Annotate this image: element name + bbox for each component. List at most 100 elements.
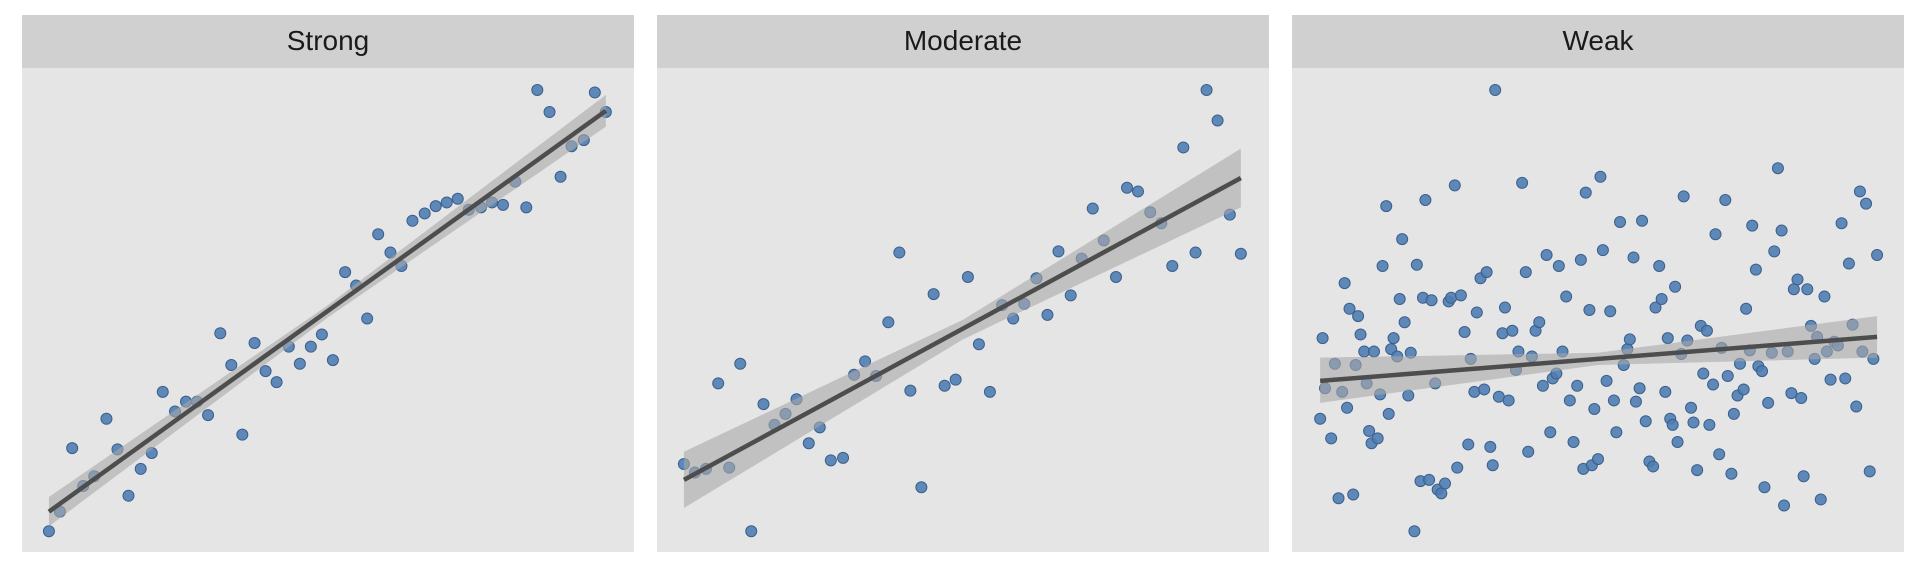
point [1647,460,1660,473]
panel-title: Weak [1562,25,1634,56]
point [1086,202,1099,215]
point [1121,181,1134,194]
point [1484,440,1497,453]
point [156,385,169,398]
point [418,207,431,220]
point [1863,465,1876,478]
point [1506,324,1519,337]
point [1200,84,1213,96]
point [1709,228,1722,241]
point [1627,251,1640,264]
point [1571,379,1584,392]
point [1316,332,1329,345]
point [122,489,135,502]
point [1502,394,1515,407]
point [315,328,328,341]
point [1583,304,1596,316]
point [1588,403,1601,415]
point [1540,249,1553,261]
panel: Weak [1292,15,1904,552]
panel: Moderate [657,15,1269,552]
point [757,398,770,411]
point [1189,246,1202,259]
point [304,340,317,353]
point [1771,162,1784,175]
point [1064,289,1077,302]
point [202,409,215,422]
point [1842,257,1855,270]
point [1468,385,1481,398]
point [1653,260,1666,272]
point [1596,244,1609,257]
point [1703,418,1716,431]
point [1758,481,1771,494]
point [1380,200,1393,213]
point [882,316,895,329]
point [1332,492,1345,505]
point [1707,378,1720,391]
point [1341,401,1354,414]
point [1768,245,1781,258]
point [1567,436,1580,448]
point [429,200,442,213]
point [42,525,55,538]
point [1697,367,1710,380]
point [1713,448,1726,461]
point [1354,328,1367,341]
point [1749,263,1762,276]
point [361,312,374,325]
point [1801,283,1814,296]
point [1410,258,1423,271]
point [1725,467,1738,480]
point [1325,432,1338,445]
point [1685,401,1698,414]
fit-line [1319,334,1878,384]
point [1719,194,1732,206]
point [915,481,928,494]
point [1425,294,1438,307]
point [938,379,951,392]
point [949,373,962,386]
point [406,214,419,227]
point [802,437,815,450]
point [734,357,747,370]
panel-background [657,68,1269,552]
point [1560,290,1573,303]
point [1387,332,1400,345]
point [1691,464,1704,477]
panel-header [22,15,634,68]
panel-header [1292,15,1904,68]
point [1371,432,1384,445]
point [1814,493,1827,506]
point [893,246,906,259]
point [1666,418,1679,431]
point [1639,415,1652,428]
point [1234,247,1247,260]
point [372,228,385,241]
point [904,384,917,397]
point [1655,293,1668,305]
panel-header [657,15,1269,68]
point [1408,525,1421,538]
point [1363,425,1376,437]
point [100,412,113,425]
point [1552,260,1565,272]
point [1402,389,1415,402]
point [1480,266,1493,279]
point [1737,383,1750,396]
point [1659,385,1672,398]
point [1544,426,1557,439]
point [270,376,283,389]
point [1489,84,1502,96]
fit-line [682,176,1242,482]
point [961,271,974,283]
point [927,288,940,301]
point [1727,407,1740,420]
point [134,462,147,475]
point [1462,438,1475,451]
point [1486,459,1499,472]
panel-title: Strong [287,25,370,56]
point [712,377,725,390]
point [1607,394,1620,407]
